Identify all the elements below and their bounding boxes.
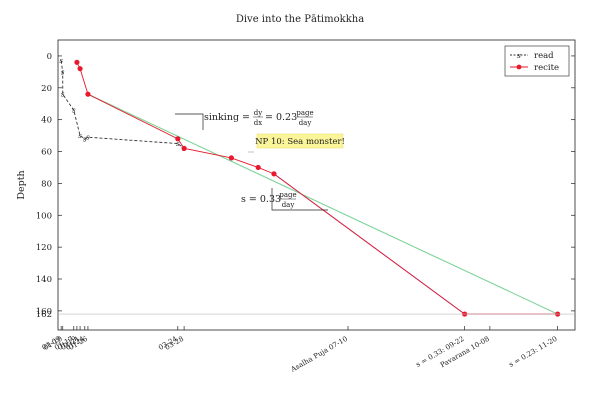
y-tick-label: 162 (36, 310, 52, 320)
sinking-prefix: sinking = (204, 112, 250, 123)
y-tick-label: 100 (36, 211, 52, 221)
read-marker: s (61, 91, 65, 99)
recite-point (74, 59, 80, 65)
recite-point (271, 171, 277, 177)
y-tick-label: 140 (36, 275, 52, 285)
sinking-frac-num: dy (254, 109, 262, 117)
sinking-value: = 0.23 (265, 112, 297, 123)
recite-series (74, 59, 561, 317)
read-series: sssssssss (59, 57, 186, 153)
y-tick-label: 40 (41, 116, 52, 126)
callout-text: NP 10: Sea monster! (255, 137, 345, 147)
x-tick-label: Asalha Puja 07-10 (289, 335, 349, 374)
recite-point (77, 66, 83, 72)
x-tick-label: s = 0.23: 11-20 (508, 335, 559, 369)
y-tick-label: 160 (36, 307, 52, 317)
slope-unit-den: day (282, 201, 295, 209)
read-marker: s (78, 132, 82, 140)
projection-line (87, 93, 558, 315)
legend-box (504, 45, 570, 77)
sinking-unit-den: day (299, 119, 312, 127)
recite-point (181, 145, 187, 151)
callout: NP 10: Sea monster! (248, 133, 345, 153)
y-axis-label: Depth (16, 170, 27, 199)
recite-point (175, 136, 181, 142)
plot-frame (57, 39, 576, 331)
projection-lines (87, 93, 558, 315)
legend-recite-label: recite (534, 63, 559, 73)
legend: s read recite (504, 45, 570, 77)
sinking-unit-num: page (296, 109, 313, 117)
y-tick-label: 0 (47, 52, 52, 62)
read-marker: s (72, 107, 76, 115)
sinking-annotation: sinking = dy dx = 0.23 page day (175, 109, 314, 130)
legend-read-label: read (534, 51, 554, 61)
read-marker: s (86, 134, 90, 142)
y-tick-label: 60 (41, 148, 52, 158)
slope-unit-num: page (279, 191, 296, 199)
callout-box (256, 133, 344, 149)
slope-prefix: s = 0.33 (241, 194, 281, 205)
read-marker: s (61, 68, 65, 76)
chart-title: Dive into the Pātimokkha (236, 14, 364, 25)
read-marker: s (83, 135, 87, 143)
y-tick-label: 80 (41, 179, 52, 189)
recite-point (255, 164, 261, 171)
slope-triangle (271, 188, 328, 211)
recite-line (76, 62, 558, 315)
sinking-slope-triangle (175, 113, 204, 130)
read-marker: s (176, 140, 180, 148)
legend-recite-marker (516, 64, 522, 70)
legend-read-marker: s (517, 52, 521, 60)
sinking-frac-den: dx (254, 119, 262, 127)
y-tick-label: 120 (36, 243, 52, 253)
recite-point (228, 155, 234, 161)
read-marker: s (59, 57, 63, 65)
slope-annotation: s = 0.33 page day (241, 188, 328, 211)
recite-point (85, 91, 91, 97)
y-tick-label: 20 (41, 84, 52, 94)
